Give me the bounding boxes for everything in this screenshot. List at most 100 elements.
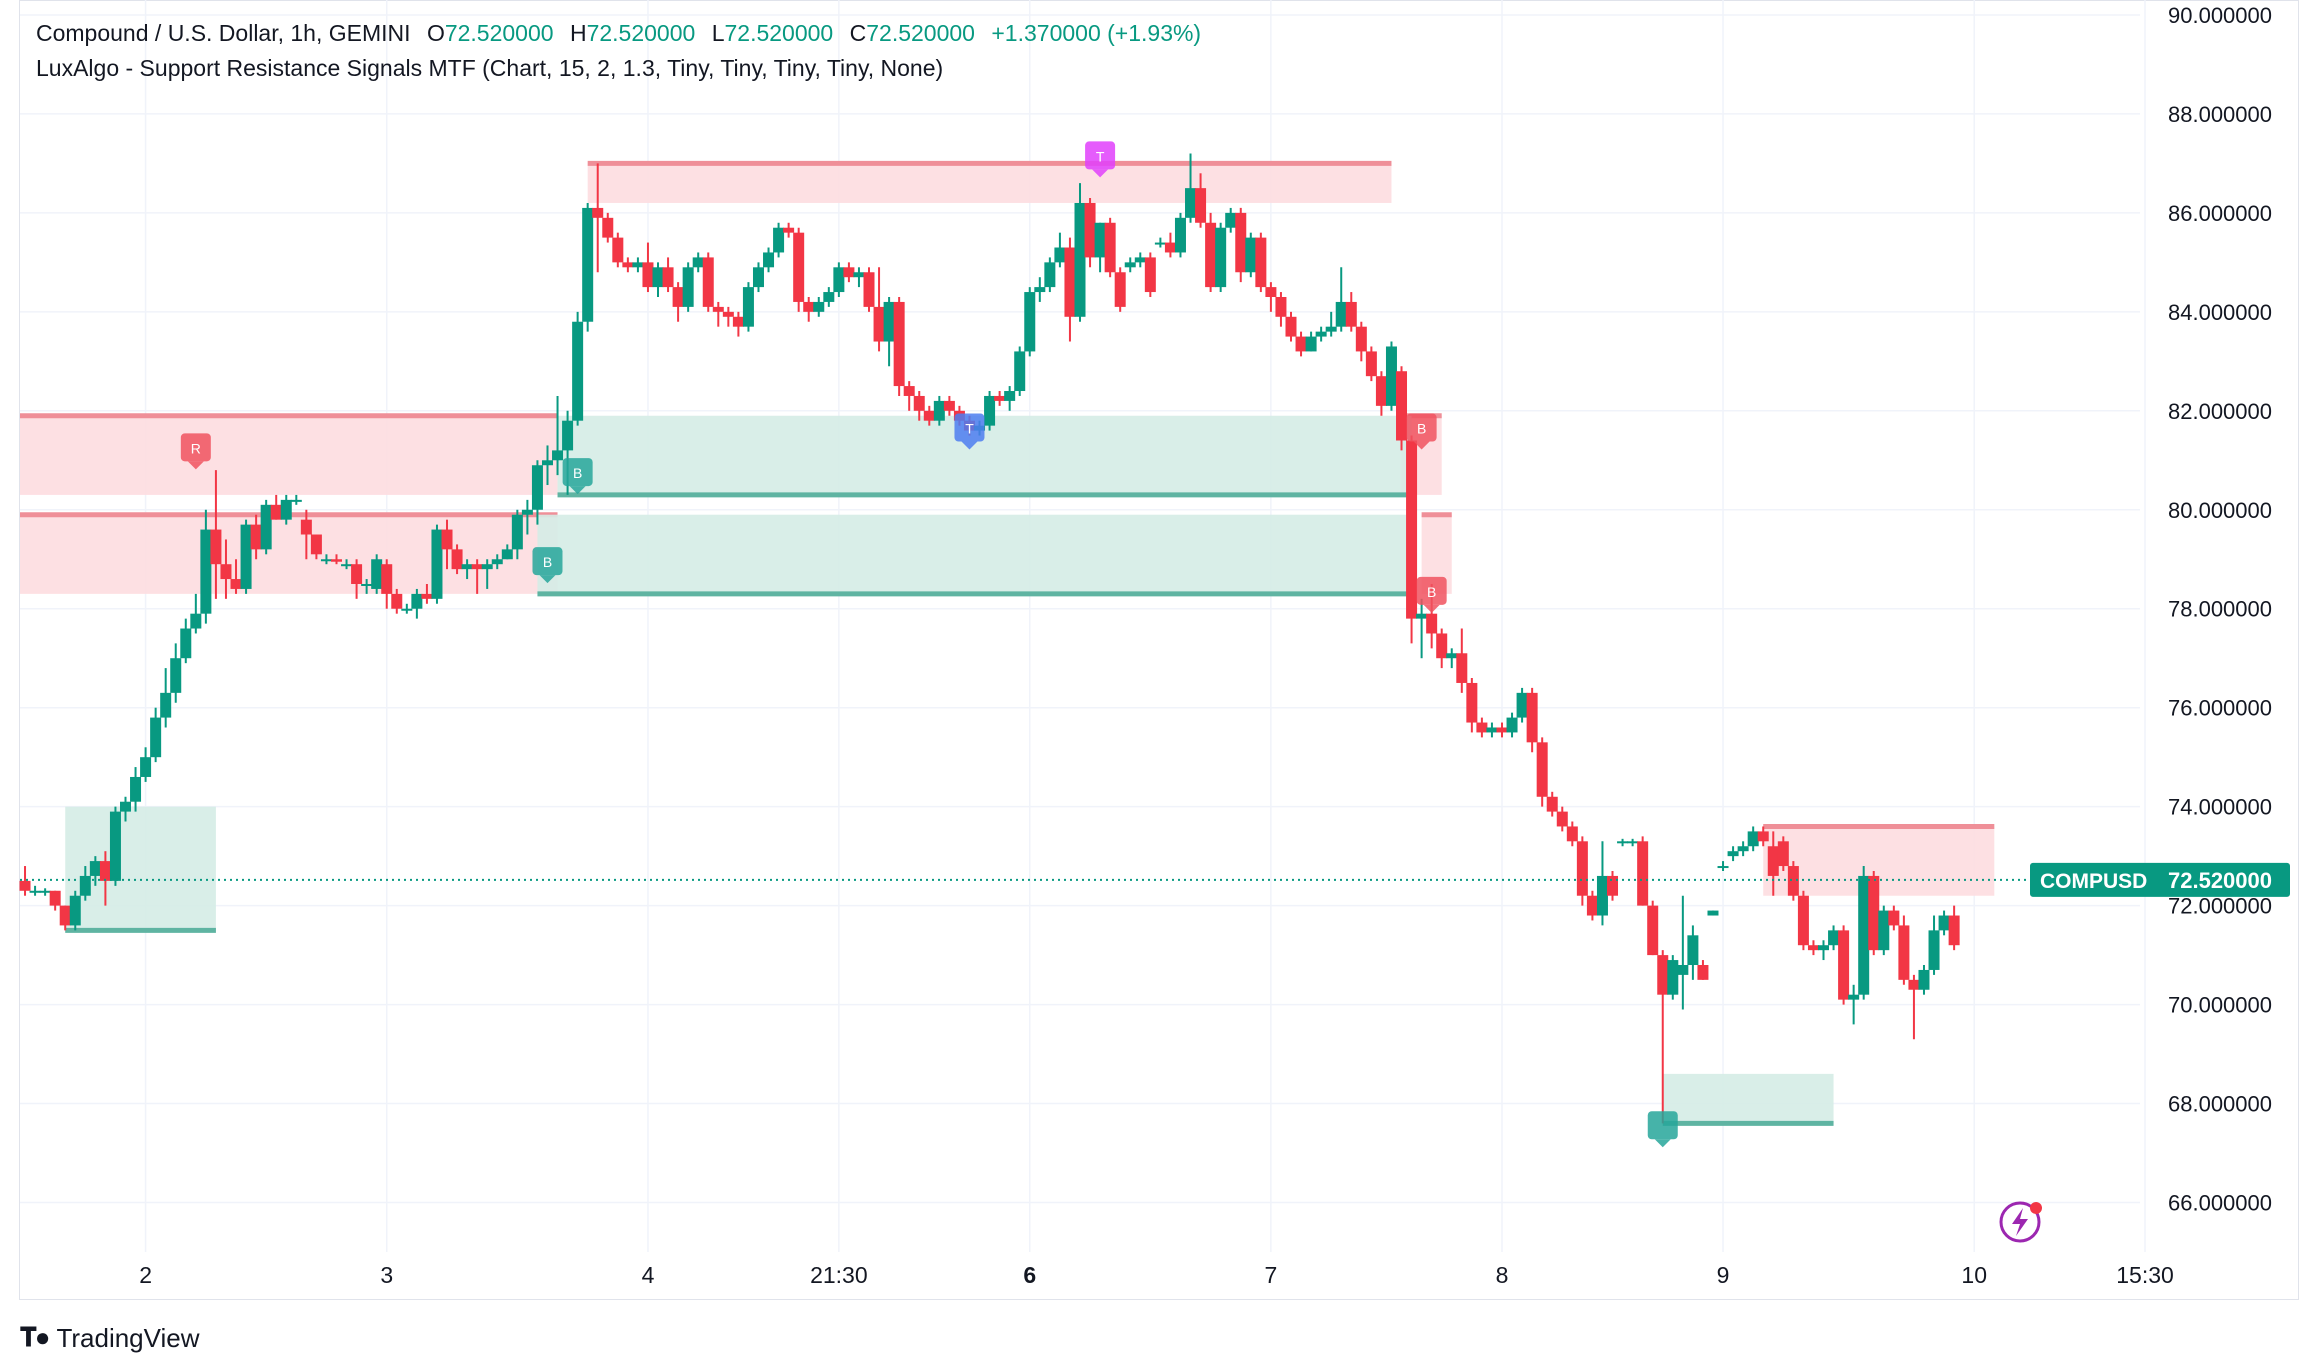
candle-body bbox=[1124, 262, 1136, 268]
candle bbox=[1024, 287, 1036, 357]
candle-body bbox=[1767, 846, 1779, 876]
candle bbox=[752, 262, 764, 293]
candle bbox=[1446, 648, 1458, 669]
candle bbox=[1375, 371, 1387, 416]
candle-body bbox=[843, 267, 855, 278]
candle-body bbox=[1345, 301, 1357, 327]
candle-body bbox=[1185, 188, 1197, 218]
indicator-legend[interactable]: LuxAlgo - Support Resistance Signals MTF… bbox=[36, 55, 944, 81]
candle-body bbox=[1466, 682, 1478, 723]
support-zone bbox=[65, 806, 216, 931]
signal-marker-box bbox=[532, 547, 563, 576]
candle-body bbox=[662, 267, 674, 288]
candle bbox=[1828, 925, 1840, 951]
x-tick-label: 2 bbox=[139, 1262, 152, 1288]
x-tick-label: 4 bbox=[642, 1262, 655, 1288]
candle bbox=[180, 618, 192, 664]
candle-body bbox=[1858, 875, 1870, 995]
candle-body bbox=[1054, 247, 1066, 263]
candle bbox=[1476, 717, 1488, 738]
candle-body bbox=[602, 217, 614, 238]
candle bbox=[1486, 722, 1498, 738]
candle-body bbox=[1607, 875, 1619, 896]
candle bbox=[1074, 183, 1086, 322]
candle-body bbox=[1104, 222, 1116, 273]
candle-body bbox=[1004, 391, 1016, 401]
candle-body bbox=[682, 267, 694, 307]
candle bbox=[1205, 212, 1217, 293]
candle bbox=[552, 395, 564, 476]
candle bbox=[1546, 791, 1558, 817]
candle-body bbox=[1446, 653, 1458, 659]
candle bbox=[823, 287, 835, 307]
candle-body bbox=[39, 890, 51, 893]
candle-body bbox=[873, 306, 885, 342]
resistance-zone bbox=[587, 163, 1392, 203]
candle bbox=[652, 262, 664, 297]
candle-body bbox=[773, 227, 785, 253]
candle-body bbox=[59, 905, 71, 926]
close-key: C bbox=[849, 20, 867, 46]
x-tick-label: 10 bbox=[1961, 1262, 1987, 1288]
candle-body bbox=[471, 564, 483, 570]
candle-body bbox=[1918, 969, 1930, 990]
candle-body bbox=[1556, 811, 1568, 827]
candle bbox=[190, 593, 202, 634]
symbol-legend[interactable]: Compound / U.S. Dollar, 1h, GEMINI O72.5… bbox=[36, 20, 1201, 47]
candle bbox=[140, 747, 152, 782]
candle bbox=[1195, 173, 1207, 228]
candle-body bbox=[1144, 257, 1156, 293]
signal-marker-box bbox=[1647, 1111, 1678, 1140]
candle-body bbox=[1365, 351, 1377, 377]
signal-marker-label: T bbox=[965, 421, 974, 437]
candle-body bbox=[1285, 316, 1297, 337]
candle bbox=[240, 519, 252, 594]
candle-body bbox=[652, 267, 664, 288]
candle bbox=[853, 267, 865, 288]
signal-marker-tip bbox=[569, 486, 586, 495]
axis-layer: 66.000000 68.000000 70.000000 72.000000 74.0… bbox=[20, 3, 2290, 1288]
candle-body bbox=[1546, 796, 1558, 812]
candle-body bbox=[1677, 965, 1689, 975]
signal-marker-tip bbox=[539, 575, 556, 584]
candle-body bbox=[1596, 875, 1608, 916]
candle-body bbox=[1828, 930, 1840, 946]
candle bbox=[742, 282, 754, 332]
candle-body bbox=[783, 227, 795, 233]
candle-body bbox=[1215, 227, 1227, 288]
candle bbox=[1295, 331, 1307, 357]
candle-body bbox=[501, 549, 513, 560]
candle bbox=[1777, 836, 1789, 871]
candle bbox=[682, 262, 694, 312]
candle-body bbox=[572, 321, 584, 421]
candle-body bbox=[1396, 371, 1408, 441]
candle-body bbox=[49, 890, 61, 906]
signal-marker-label: B bbox=[573, 465, 582, 481]
candle-body bbox=[1697, 965, 1709, 980]
tradingview-logo[interactable]: 𝐓● TradingView bbox=[20, 1322, 200, 1354]
chart-frame[interactable] bbox=[19, 0, 2299, 1300]
candle-body bbox=[290, 499, 302, 502]
candle-body bbox=[1014, 351, 1026, 392]
candle-body bbox=[1536, 742, 1548, 797]
candle bbox=[1576, 836, 1588, 906]
candle bbox=[572, 311, 584, 426]
candle-body bbox=[1727, 851, 1739, 857]
candle bbox=[1918, 965, 1930, 995]
candle bbox=[1727, 846, 1739, 862]
candle-body bbox=[210, 529, 222, 565]
candle-body bbox=[1627, 841, 1639, 844]
y-tick-label: 84.000000 bbox=[2168, 300, 2272, 325]
candle bbox=[813, 296, 825, 317]
y-tick-label: 86.000000 bbox=[2168, 201, 2272, 226]
candle bbox=[1566, 821, 1578, 847]
candle-body bbox=[763, 252, 775, 268]
candle bbox=[873, 267, 885, 352]
candle-body bbox=[270, 504, 282, 520]
candle-body bbox=[984, 395, 996, 426]
y-tick-label: 78.000000 bbox=[2168, 597, 2272, 622]
candle bbox=[1747, 826, 1759, 852]
signal-marker-label: T bbox=[1096, 148, 1105, 164]
candle bbox=[843, 262, 855, 283]
